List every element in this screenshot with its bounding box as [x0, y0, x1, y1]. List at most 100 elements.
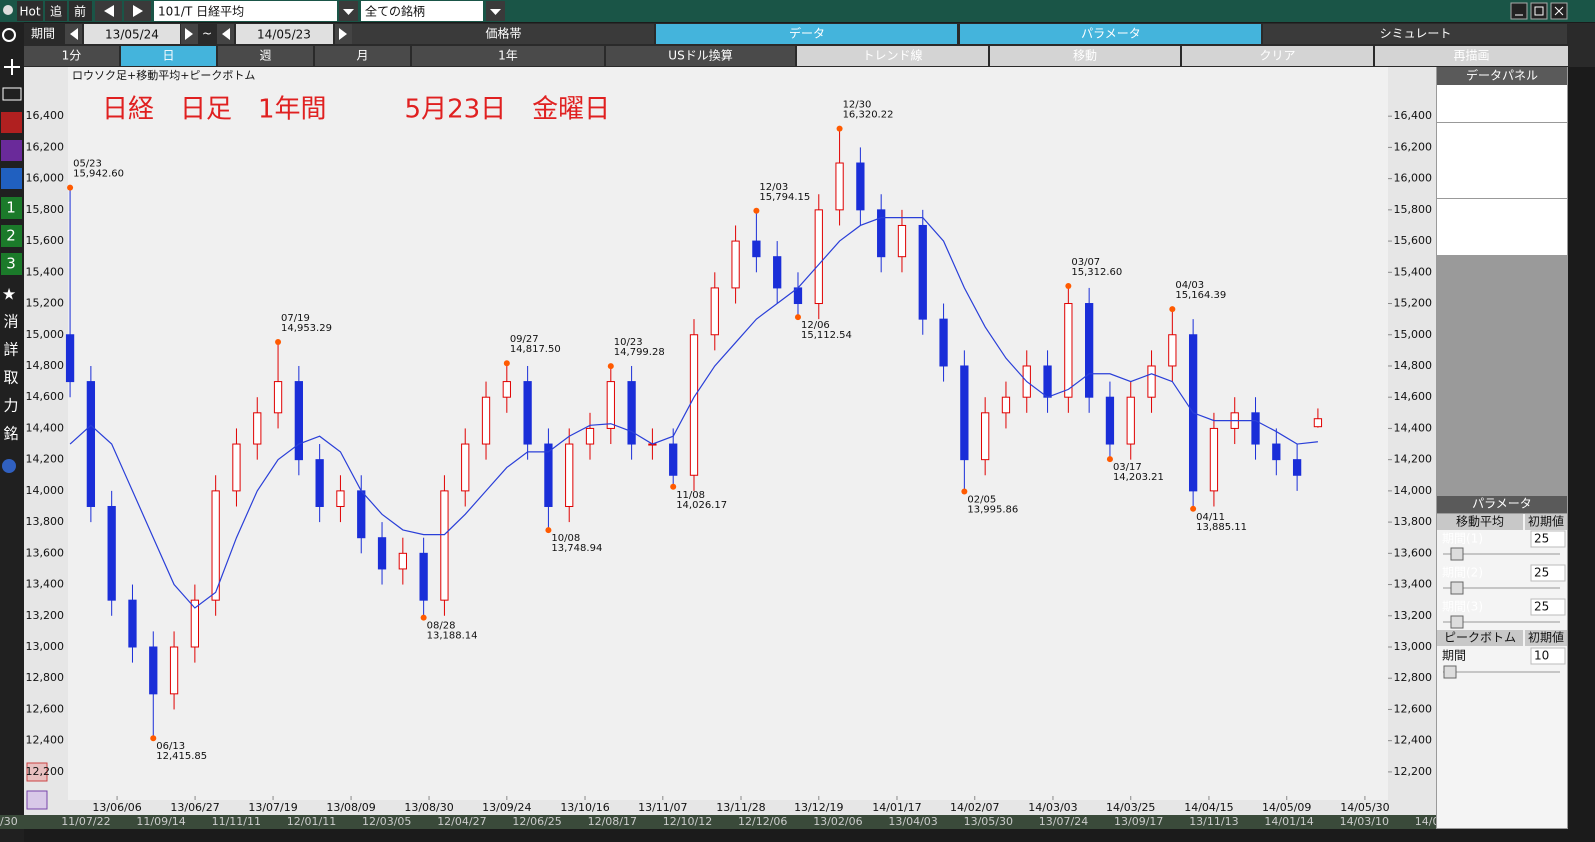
toolbar-button[interactable] [1, 225, 22, 247]
star-icon[interactable]: ★ [2, 285, 16, 304]
toolbar-button[interactable] [1, 253, 22, 275]
y-tick-label: 14,200 [26, 453, 65, 466]
timeline-label: 13/07/24 [1039, 815, 1088, 828]
slider-thumb[interactable] [1450, 615, 1464, 629]
button-label: USドル換算 [668, 48, 732, 63]
tab-label: データ [789, 26, 825, 41]
peak-marker [607, 363, 614, 370]
timeline-label: 14/01/14 [1264, 815, 1313, 828]
button-label: 月 [356, 49, 368, 63]
tab[interactable] [1263, 24, 1567, 44]
y-tick-label-right: 13,600 [1394, 546, 1433, 559]
window-icons [1515, 6, 1564, 16]
candle-body [565, 443, 574, 507]
to-box[interactable] [236, 24, 333, 44]
y-tick-label-right: 14,200 [1394, 453, 1433, 466]
timeline-label: 11/07/22 [61, 815, 110, 828]
follow-button[interactable] [45, 1, 67, 21]
button[interactable] [412, 46, 604, 66]
param-title: パラメータ [1472, 497, 1532, 511]
tab[interactable] [656, 24, 957, 44]
chart-mini-icon[interactable] [26, 762, 48, 782]
x-tick-label: 13/06/06 [92, 801, 141, 814]
button[interactable] [315, 46, 410, 66]
tab[interactable] [352, 24, 654, 44]
prev-button[interactable] [69, 1, 92, 21]
peak-marker [420, 614, 427, 621]
timeline-label: 13/09/17 [1114, 815, 1163, 828]
chart2-icon[interactable] [1, 140, 22, 161]
timeline-strip [0, 815, 1436, 829]
search-icon[interactable] [2, 28, 16, 42]
button[interactable] [121, 46, 216, 66]
period-box[interactable] [1530, 598, 1566, 616]
button[interactable] [1375, 46, 1568, 66]
from-box[interactable] [84, 24, 180, 44]
chart-icon[interactable] [1, 112, 22, 133]
hot-button[interactable] [17, 1, 43, 21]
candle-body [273, 381, 283, 414]
button-label: 移動 [1073, 49, 1097, 63]
peak-date: 12/03 [759, 182, 788, 193]
bulb-icon[interactable] [3, 5, 13, 15]
peak-value: 13,885.11 [1196, 522, 1247, 533]
peak-default-button[interactable] [1525, 630, 1567, 646]
x-tick-label: 13/07/19 [248, 801, 297, 814]
candle-body [1105, 396, 1115, 445]
data-label: MA:25 [1440, 201, 1481, 216]
camera-icon[interactable] [2, 87, 22, 101]
chart-mini-icon[interactable] [26, 790, 48, 810]
data-value: 14,462.17 [1497, 144, 1563, 159]
peak-value: 14,203.21 [1113, 472, 1164, 483]
slider-thumb[interactable] [1450, 581, 1464, 595]
y-tick-label-right: 12,800 [1394, 671, 1433, 684]
data-value: 14,528.04 [1497, 163, 1563, 178]
candle-body [585, 427, 595, 445]
candle-body [315, 459, 324, 507]
slider-thumb[interactable] [1443, 665, 1457, 679]
to-date: 14/05/23 [257, 28, 311, 42]
peak-marker [1106, 456, 1113, 463]
button[interactable] [24, 46, 119, 66]
default-button[interactable] [1525, 514, 1567, 530]
candle-body [1292, 459, 1302, 476]
period-box[interactable] [1530, 530, 1566, 548]
peak-date: 03/17 [1113, 462, 1142, 473]
y-tick-label-right: 14,600 [1394, 390, 1433, 403]
universe-box[interactable] [361, 1, 483, 21]
peak-period-label: 期間 [1442, 649, 1466, 663]
chart-subtitle: ロウソク足+移動平均+ピークボトム [72, 68, 255, 82]
button[interactable] [606, 46, 795, 66]
y-tick-label: 13,400 [26, 578, 65, 591]
button[interactable] [990, 46, 1180, 66]
symbol-text: 101/T 日経平均 [158, 5, 244, 19]
y-tick-label-right: 12,200 [1394, 765, 1433, 778]
x-tick-label: 14/02/07 [950, 801, 999, 814]
toolbar-label: 1 [6, 199, 16, 217]
period-box[interactable] [1530, 564, 1566, 582]
toolbar-button[interactable] [1, 197, 22, 219]
button[interactable] [218, 46, 313, 66]
candle-body [1001, 396, 1011, 414]
minimize-button[interactable] [1510, 2, 1528, 20]
y-tick-label-right: 13,200 [1394, 609, 1433, 622]
flag-icon[interactable] [1, 168, 22, 189]
timeline-label: 13/05/30 [964, 815, 1013, 828]
maximize-button[interactable] [1530, 2, 1548, 20]
tab[interactable] [960, 24, 1261, 44]
symbol-box[interactable] [154, 1, 337, 21]
candle-body [502, 381, 511, 398]
button[interactable] [797, 46, 988, 66]
data-value: 14,314.57 [1497, 201, 1563, 216]
button[interactable] [1182, 46, 1373, 66]
candle-body [689, 334, 699, 476]
tab-label: シミュレート [1380, 27, 1452, 41]
peak-period-box[interactable] [1530, 647, 1566, 665]
x-tick-label: 13/09/24 [482, 801, 531, 814]
slider-thumb[interactable] [1450, 547, 1464, 561]
settings-icon[interactable] [2, 459, 16, 473]
button-label: 再描画 [1453, 49, 1489, 63]
add-icon[interactable] [4, 59, 20, 75]
